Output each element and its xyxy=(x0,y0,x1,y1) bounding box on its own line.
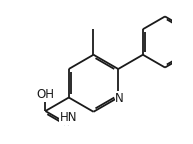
Text: HN: HN xyxy=(60,111,78,124)
Text: N: N xyxy=(115,92,124,105)
Text: OH: OH xyxy=(36,88,54,101)
